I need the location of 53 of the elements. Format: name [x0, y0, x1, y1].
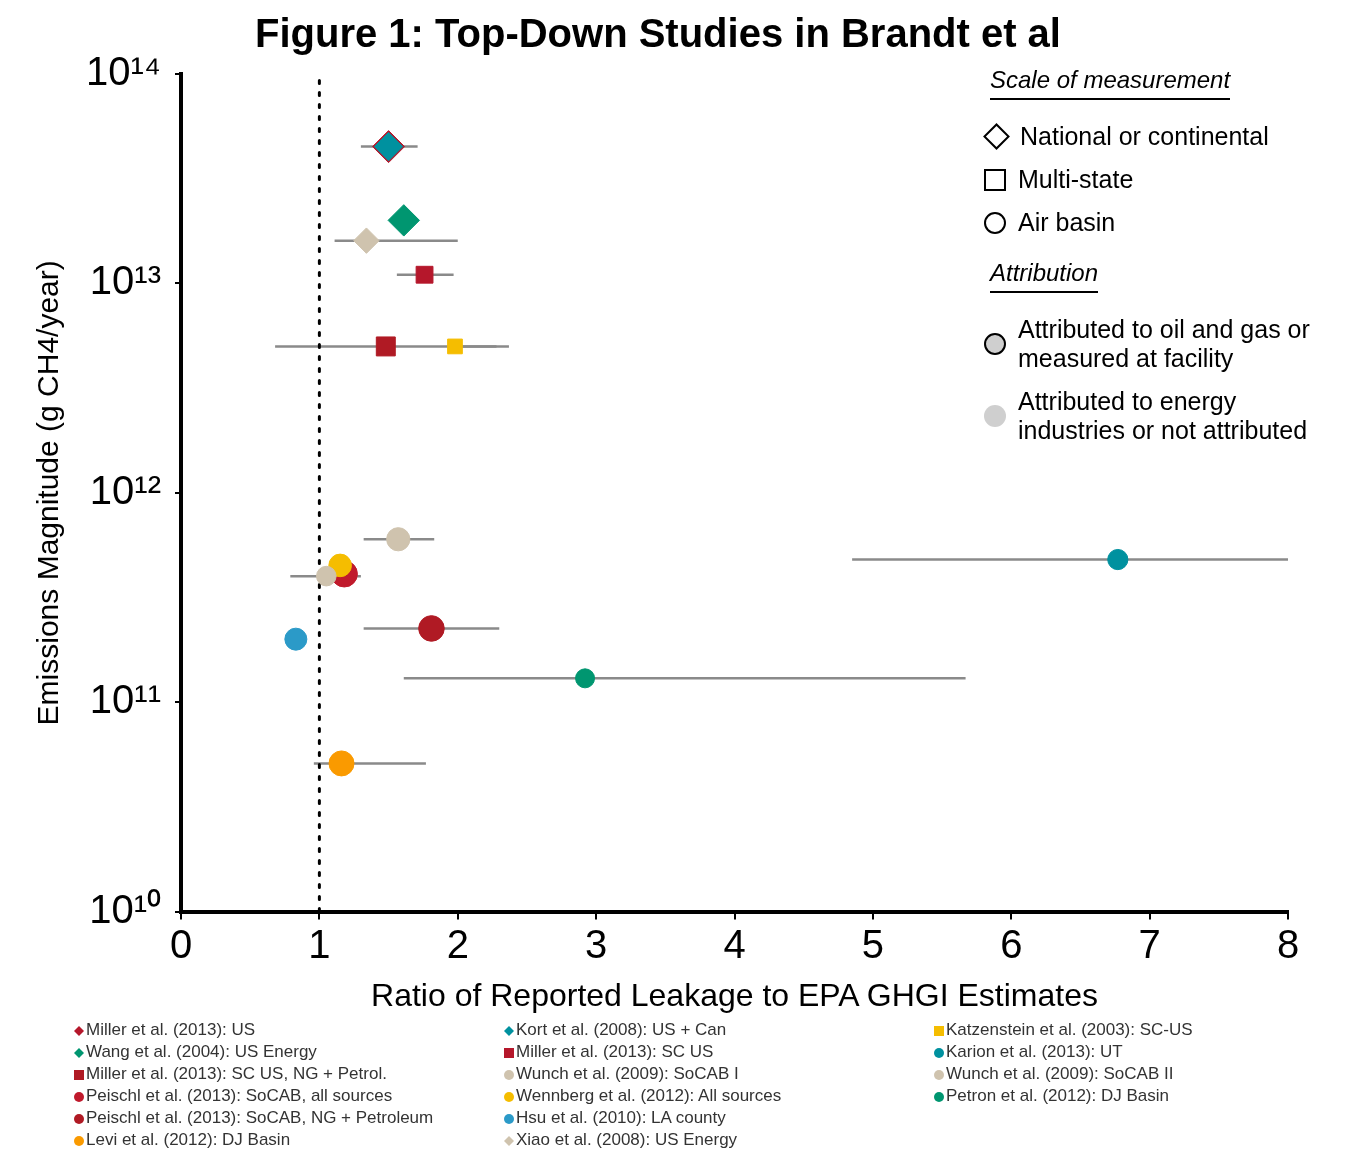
- legend-label: Xiao et al. (2008): US Energy: [516, 1130, 738, 1149]
- point: [328, 750, 355, 777]
- point: [375, 336, 396, 357]
- legend-label: Kort et al. (2008): US + Can: [516, 1020, 727, 1039]
- y-tick-label: 10¹³: [89, 258, 161, 303]
- point: [315, 565, 337, 587]
- x-tick-label: 3: [585, 921, 608, 966]
- point: [418, 615, 445, 642]
- point: [447, 338, 463, 355]
- point: [1107, 548, 1129, 571]
- annotation: Attribution: [990, 259, 1099, 293]
- x-tick-label: 8: [1276, 921, 1300, 966]
- point: [353, 227, 380, 254]
- legend-label: Levi et al. (2012): DJ Basin: [86, 1130, 291, 1149]
- legend-label: Karion et al. (2013): UT: [946, 1042, 1123, 1061]
- annotation: Scale of measurement: [990, 66, 1231, 100]
- y-tick-label: 10¹¹: [89, 677, 161, 722]
- x-tick-label: 5: [861, 921, 884, 966]
- x-tick-label: 6: [1000, 921, 1023, 966]
- y-tick-label: 10¹²: [89, 467, 161, 512]
- y-axis-title: Emissions Magnitude (g CH4/year): [31, 260, 65, 726]
- legend-label: Katzenstein et al. (2003): SC-US: [946, 1020, 1193, 1039]
- legend-label: Hsu et al. (2010): LA county: [516, 1108, 726, 1127]
- point: [575, 668, 596, 689]
- x-tick-label: 2: [446, 921, 469, 966]
- x-tick-label: 7: [1138, 921, 1161, 966]
- legend-label: Petron et al. (2012): DJ Basin: [946, 1086, 1170, 1105]
- x-axis-title: Ratio of Reported Leakage to EPA GHGI Estimates: [371, 976, 1098, 1013]
- legend-label: Wunch et al. (2009): SoCAB I: [516, 1064, 739, 1083]
- point: [387, 204, 420, 237]
- legend-label: Miller et al. (2013): US: [86, 1020, 256, 1039]
- y-tick-label: 10¹⁰: [89, 886, 161, 931]
- point: [386, 527, 411, 552]
- legend-label: Peischl et al. (2013): SoCAB, NG + Petroleum: [86, 1108, 434, 1127]
- annotation: Air basin: [1018, 208, 1117, 237]
- legend-label: Wennberg et al. (2012): All sources: [516, 1086, 782, 1105]
- point: [328, 553, 352, 578]
- x-tick-label: 1: [308, 921, 331, 966]
- legend-label: Miller et al. (2013): SC US: [516, 1042, 714, 1061]
- annotation: Attributed to oil and gas or measured at facility: [1018, 315, 1311, 373]
- x-tick-label: 4: [723, 921, 746, 966]
- annotation: Multi-state: [1018, 165, 1135, 194]
- point: [415, 265, 434, 284]
- chart-title: Figure 1: Top-Down Studies in Brandt et al: [255, 11, 1061, 56]
- y-tick-label: 10¹⁴: [86, 49, 161, 94]
- point: [284, 627, 308, 651]
- legend-label: Wunch et al. (2009): SoCAB II: [946, 1064, 1174, 1083]
- annotation: Attributed to energy industries or not attributed: [1018, 387, 1309, 445]
- legend-label: Miller et al. (2013): SC US, NG + Petrol.: [86, 1064, 387, 1083]
- legend-label: Peischl et al. (2013): SoCAB, all sources: [86, 1086, 393, 1105]
- annotation: National or continental: [1020, 122, 1270, 151]
- legend-label: Wang et al. (2004): US Energy: [86, 1042, 317, 1061]
- x-tick-label: 0: [169, 921, 193, 966]
